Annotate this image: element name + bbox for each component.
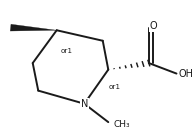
Text: OH: OH (178, 69, 193, 79)
Text: or1: or1 (60, 48, 72, 54)
Text: or1: or1 (108, 84, 120, 90)
Text: CH₃: CH₃ (114, 120, 130, 129)
Text: N: N (81, 99, 88, 109)
Text: O: O (150, 21, 157, 31)
Polygon shape (10, 24, 57, 31)
